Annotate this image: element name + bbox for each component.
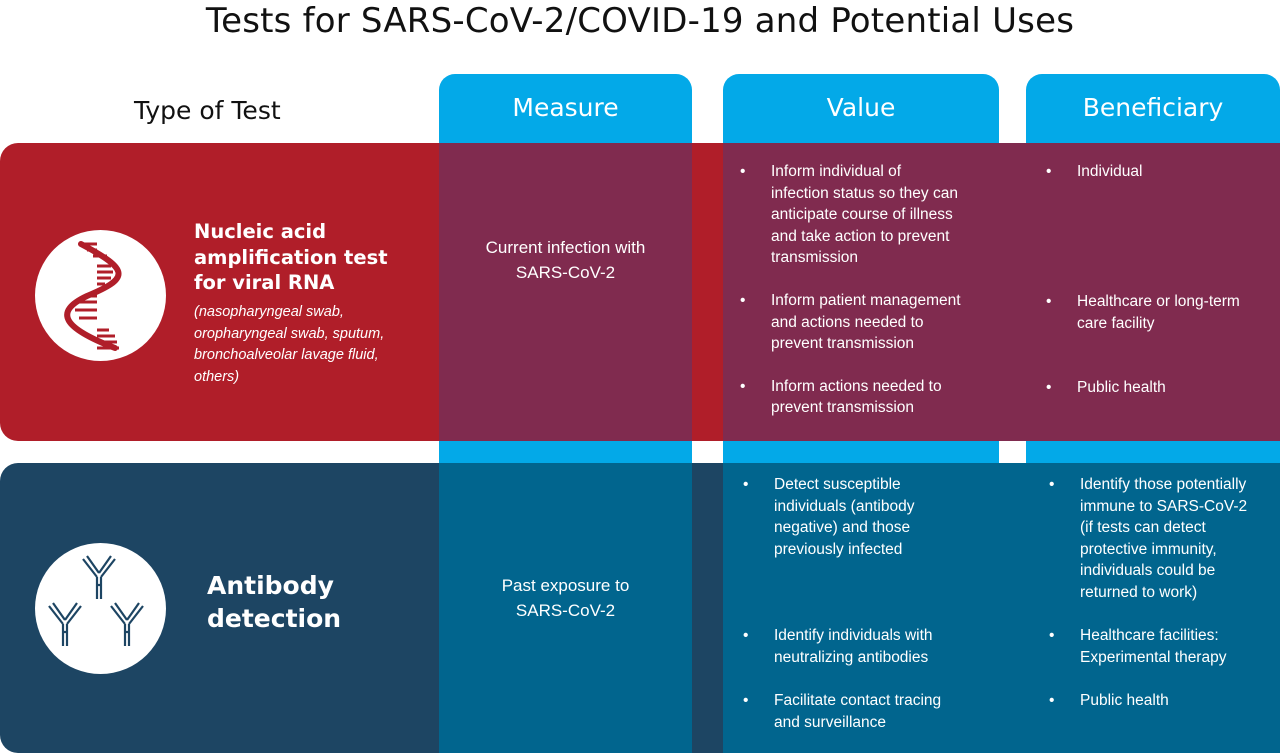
naat-measure-text: Current infection with SARS-CoV-2 [485,238,646,282]
beneficiary-column-strip [1026,441,1280,463]
page-title: Tests for SARS-CoV-2/COVID-19 and Potent… [205,1,1075,41]
dna-icon-circle [35,230,166,361]
naat-specimens: (nasopharyngeal swab, oropharyngeal swab… [194,304,385,385]
value-column-strip [723,441,999,463]
header-value: Value [723,74,999,143]
measure-column-strip [439,441,692,463]
header-measure: Measure [439,74,692,143]
list-item: Public health [1046,377,1280,399]
header-beneficiary: Beneficiary [1026,74,1280,143]
list-item: Individual [1046,161,1280,183]
antibody-icon-circle [35,543,166,674]
header-type-of-test: Type of Test [134,96,281,125]
naat-measure-cell [439,143,692,441]
antibody-test-name: Antibody detection [207,571,342,633]
antibody-icon [48,555,144,646]
naat-test-name: Nucleic acid amplification test for vira… [194,220,388,294]
antibody-measure-cell [439,463,692,753]
antibody-measure-text: Past exposure to SARS-CoV-2 [501,576,630,620]
dna-helix-icon [64,241,122,351]
list-item: Healthcare facilities:Experimental thera… [1049,625,1280,668]
list-item: Public health [1049,690,1280,712]
